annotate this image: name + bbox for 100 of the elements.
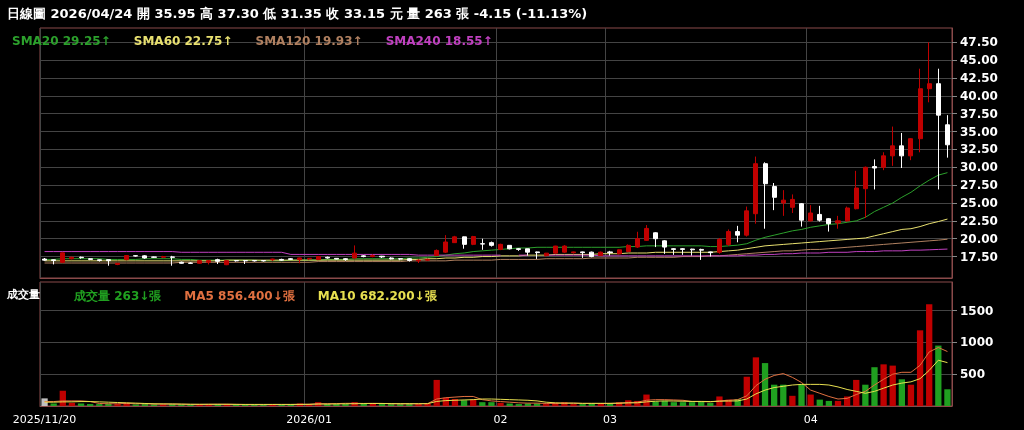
y-tick-label: 22.50 — [960, 213, 998, 228]
candlestick — [562, 244, 567, 254]
candlestick — [124, 254, 129, 261]
candlestick — [726, 228, 731, 247]
y-tick-label: 45.00 — [960, 53, 998, 68]
bar — [825, 400, 833, 406]
y-tick-label: 20.00 — [960, 231, 998, 246]
candlestick — [544, 252, 549, 258]
candlestick — [179, 261, 184, 265]
x-tick-label: 04 — [803, 413, 818, 426]
candlestick — [489, 241, 494, 248]
candlestick — [471, 235, 476, 246]
bar — [789, 395, 796, 406]
bar — [670, 402, 677, 406]
candlestick — [881, 151, 886, 171]
candlestick — [626, 243, 631, 253]
candlestick — [717, 237, 722, 255]
candlestick — [589, 251, 594, 258]
text: SMA20 29.25↑ — [12, 34, 111, 48]
bar — [816, 399, 823, 406]
text: SMA240 18.55↑ — [385, 34, 493, 48]
line-series — [44, 218, 948, 262]
candlestick — [462, 236, 467, 250]
y-tick-label: 1000 — [960, 335, 994, 350]
candlestick — [288, 257, 293, 261]
candlestick — [206, 259, 211, 265]
candlestick — [845, 206, 850, 223]
line-series — [44, 172, 948, 262]
candlestick — [653, 231, 658, 248]
bar — [935, 345, 942, 406]
candlestick — [763, 161, 768, 230]
y-tick-label: 30.00 — [960, 160, 998, 175]
y-tick-label: 17.50 — [960, 249, 998, 264]
bar — [926, 304, 933, 406]
candlestick — [434, 248, 439, 257]
candlestick — [936, 68, 941, 190]
bar — [679, 402, 687, 406]
y-tick-label: 42.50 — [960, 71, 998, 85]
candlestick — [361, 254, 366, 258]
bar — [479, 402, 486, 406]
bar — [761, 363, 769, 406]
candlestick — [753, 156, 758, 225]
candlestick — [316, 256, 321, 261]
bar — [871, 367, 878, 406]
bar — [68, 402, 76, 406]
candlestick — [553, 245, 558, 255]
candlestick — [799, 202, 804, 228]
text: MA5 856.400↓張 — [184, 289, 296, 303]
candlestick — [142, 254, 147, 260]
candlestick — [790, 193, 795, 214]
bar — [834, 400, 842, 406]
candlestick — [699, 248, 704, 261]
candlestick — [243, 259, 248, 265]
bar — [916, 330, 924, 406]
text: 成交量 263↓張 — [73, 289, 163, 303]
candlestick — [398, 257, 403, 261]
y-tick-label: 37.50 — [960, 106, 998, 121]
candlestick — [708, 251, 713, 258]
candlestick — [389, 256, 394, 260]
candlestick — [215, 258, 220, 265]
y-tick-label: 35.00 — [960, 124, 998, 139]
candlestick — [644, 224, 649, 242]
candlestick — [133, 254, 138, 258]
candlestick — [370, 253, 375, 258]
x-tick-label: 2026/01 — [286, 413, 332, 426]
bar — [807, 394, 814, 406]
candlestick — [170, 255, 175, 267]
candlestick — [197, 259, 202, 265]
bar — [688, 402, 696, 406]
candlestick — [297, 257, 302, 264]
candlestick — [498, 243, 503, 251]
candlestick — [97, 258, 102, 263]
line-series — [44, 238, 948, 264]
candlestick — [115, 262, 120, 266]
text: SMA60 22.75↑ — [133, 34, 233, 48]
candlestick — [744, 206, 749, 238]
text: SMA120 19.93↑ — [255, 34, 363, 48]
candlestick — [452, 235, 457, 244]
bar — [50, 403, 57, 406]
candlestick — [872, 158, 877, 190]
candlestick — [270, 258, 275, 262]
candlestick — [188, 261, 193, 265]
candlestick — [151, 256, 157, 259]
candlestick — [781, 189, 786, 217]
candlestick — [60, 251, 65, 264]
y-tick-label: 1500 — [960, 303, 994, 318]
candlestick — [379, 255, 385, 259]
candlestick — [662, 239, 667, 255]
candlestick — [525, 248, 530, 257]
candlestick — [234, 259, 239, 263]
candlestick — [580, 251, 585, 259]
candlestick — [325, 256, 330, 260]
candlestick — [252, 259, 257, 263]
candlestick — [51, 258, 56, 265]
bar — [944, 389, 951, 406]
x-tick-label: 03 — [603, 413, 617, 426]
y-tick-label: 32.50 — [960, 142, 998, 157]
candlestick — [635, 231, 640, 249]
bar — [77, 403, 85, 406]
candlestick — [407, 257, 412, 263]
